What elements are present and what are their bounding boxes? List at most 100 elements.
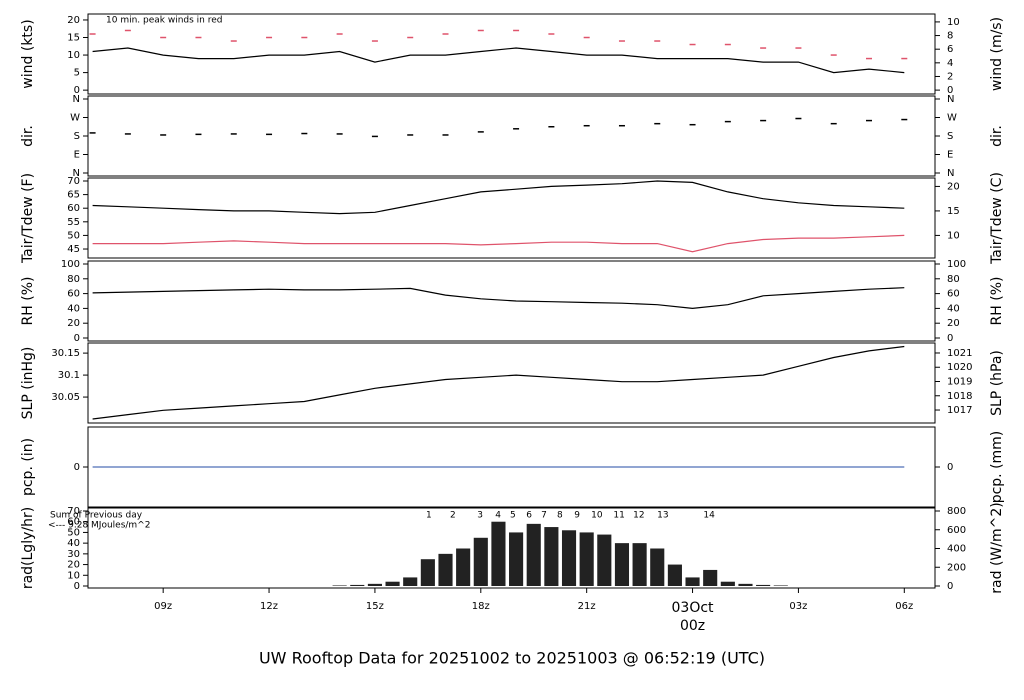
hour-mark: 12 <box>633 511 644 521</box>
y-tick-label: S <box>74 131 80 142</box>
y2-tick-label: 1019 <box>947 377 972 388</box>
note: <--- 9.28 MJoules/m^2 <box>48 521 150 531</box>
x-tick-label: 09z <box>154 601 172 612</box>
bar <box>420 559 435 586</box>
bar <box>491 521 506 586</box>
y2-tick-label: 4 <box>947 58 953 69</box>
hour-mark: 11 <box>613 511 624 521</box>
y-tick-label: 0 <box>74 85 80 96</box>
y2-axis-label: wind (m/s) <box>989 17 1005 91</box>
x-tick-label: 15z <box>366 601 384 612</box>
bar <box>367 583 382 586</box>
y2-tick-label: 200 <box>947 562 966 573</box>
bar <box>650 548 665 586</box>
plot-frame <box>87 260 936 342</box>
y-axis-label: dir. <box>20 125 36 147</box>
bar <box>403 577 418 586</box>
y2-tick-label: N <box>947 168 954 179</box>
y-tick-label: 30.15 <box>51 348 80 359</box>
y2-tick-label: 600 <box>947 525 966 536</box>
chart-title: UW Rooftop Data for 20251002 to 20251003… <box>259 649 765 668</box>
hour-mark: 6 <box>526 511 532 521</box>
hour-mark: 3 <box>477 511 483 521</box>
y-axis-label: rad(Lgly/hr) <box>20 507 36 589</box>
y-tick-label: 20 <box>67 560 80 571</box>
bar <box>579 532 594 586</box>
hour-mark: 9 <box>574 511 580 521</box>
bar <box>456 548 471 586</box>
y-tick-label: 10 <box>67 50 80 61</box>
plot-frame <box>87 95 936 177</box>
bar <box>561 530 577 586</box>
y-tick-label: 0 <box>74 462 80 473</box>
plot-frame <box>87 507 936 589</box>
y-tick-label: 0 <box>74 333 80 344</box>
hour-mark: 2 <box>450 511 456 521</box>
y-tick-label: 20 <box>67 15 80 26</box>
y2-tick-label: E <box>947 149 953 160</box>
y-axis-label: wind (kts) <box>20 19 36 88</box>
y-tick-label: 80 <box>67 274 80 285</box>
y-tick-label: 45 <box>67 244 80 255</box>
y2-tick-label: 40 <box>947 303 960 314</box>
bar <box>756 584 771 586</box>
plot-frame <box>87 13 936 95</box>
y-axis-label: SLP (inHg) <box>20 347 36 420</box>
y-tick-label: 0 <box>74 581 80 592</box>
hour-mark: 8 <box>557 511 563 521</box>
y-axis-label: RH (%) <box>20 277 36 326</box>
bar <box>614 543 630 586</box>
bar <box>720 581 735 586</box>
y-tick-label: 30.1 <box>58 370 80 381</box>
bar <box>773 585 788 586</box>
y-tick-label: 50 <box>67 230 80 241</box>
data-line <box>92 180 905 215</box>
y-tick-label: 60 <box>67 517 80 528</box>
bar <box>385 581 400 586</box>
bar <box>526 523 541 586</box>
y-tick-label: 20 <box>67 318 80 329</box>
data-line <box>92 287 905 310</box>
annotation: 10 min. peak winds in red <box>106 16 223 26</box>
y2-tick-label: 10 <box>947 230 960 241</box>
bar <box>350 584 365 586</box>
y2-axis-label: Tair/Tdew (C) <box>989 172 1005 265</box>
y-tick-label: 50 <box>67 527 80 538</box>
y2-tick-label: 0 <box>947 581 953 592</box>
hour-mark: 14 <box>703 511 715 521</box>
y2-tick-label: N <box>947 94 954 105</box>
y-tick-label: 60 <box>67 203 80 214</box>
y-tick-label: 100 <box>61 259 80 270</box>
data-line <box>92 234 905 253</box>
y2-axis-label: dir. <box>989 125 1005 147</box>
y-axis-label: Tair/Tdew (F) <box>20 173 36 264</box>
y2-axis-label: pcp. (mm) <box>989 431 1005 504</box>
y2-tick-label: 1018 <box>947 391 972 402</box>
hour-mark: 7 <box>541 511 547 521</box>
y2-tick-label: 10 <box>947 17 960 28</box>
x-tick-label: 06z <box>895 601 913 612</box>
y-tick-label: 10 <box>67 570 80 581</box>
y2-tick-label: 0 <box>947 462 953 473</box>
bar <box>738 583 753 586</box>
y2-tick-label: 20 <box>947 181 960 192</box>
y2-tick-label: 20 <box>947 318 960 329</box>
plot-frame <box>87 342 936 424</box>
y-tick-label: 60 <box>67 289 80 300</box>
y-tick-label: 30.05 <box>51 392 80 403</box>
y2-tick-label: 0 <box>947 85 953 96</box>
bar <box>597 534 612 586</box>
y2-tick-label: 60 <box>947 289 960 300</box>
bar <box>685 577 700 586</box>
y-tick-label: W <box>70 113 80 124</box>
bar <box>632 543 647 586</box>
plot-frame <box>87 177 936 259</box>
y2-tick-label: 1017 <box>947 405 972 416</box>
x-tick-label: 18z <box>472 601 490 612</box>
y-tick-label: 40 <box>67 303 80 314</box>
y-tick-label: 5 <box>74 68 80 79</box>
bar <box>473 537 488 586</box>
y-tick-label: N <box>73 168 80 179</box>
bar <box>438 553 453 586</box>
y-tick-label: 70 <box>67 506 80 517</box>
